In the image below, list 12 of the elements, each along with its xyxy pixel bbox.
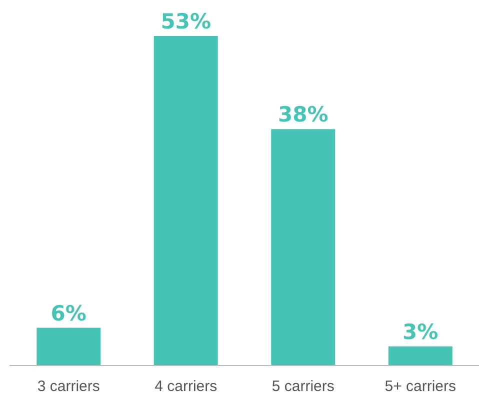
x-tick-label: 3 carriers (37, 378, 100, 395)
x-tick-label: 5+ carriers (384, 378, 456, 395)
bar (36, 328, 101, 365)
bar (271, 129, 336, 365)
data-label: 38% (278, 102, 328, 127)
data-label: 3% (402, 320, 438, 344)
x-tick-label: 5 carriers (272, 378, 334, 395)
bar (154, 36, 218, 365)
x-tick-label: 4 carriers (154, 378, 218, 395)
bar (388, 346, 452, 365)
data-label: 53% (160, 10, 212, 34)
data-label: 6% (50, 301, 86, 326)
